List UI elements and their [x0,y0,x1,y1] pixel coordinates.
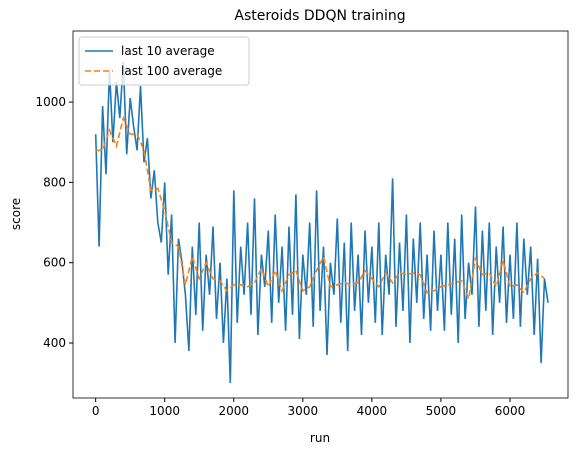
x-tick-label: 4000 [357,404,388,418]
y-tick-label: 1000 [35,95,66,109]
x-tick-label: 1000 [149,404,180,418]
y-tick-label: 800 [43,175,66,189]
x-tick-label: 2000 [218,404,249,418]
legend-label: last 100 average [121,64,222,78]
legend-label: last 10 average [121,44,215,58]
x-tick-label: 6000 [495,404,526,418]
y-tick-label: 600 [43,256,66,270]
y-axis-label: score [9,198,23,230]
x-tick-label: 3000 [288,404,319,418]
legend: last 10 average last 100 average [78,36,250,86]
series-line [94,61,549,384]
x-tick-label: 5000 [426,404,457,418]
plot-frame [72,30,569,399]
series-line [95,115,546,302]
x-axis-label: run [310,431,330,445]
y-tick-label: 400 [43,336,66,350]
chart-title: Asteroids DDQN training [234,8,405,24]
legend-box [78,36,250,86]
x-tick-label: 0 [92,404,100,418]
